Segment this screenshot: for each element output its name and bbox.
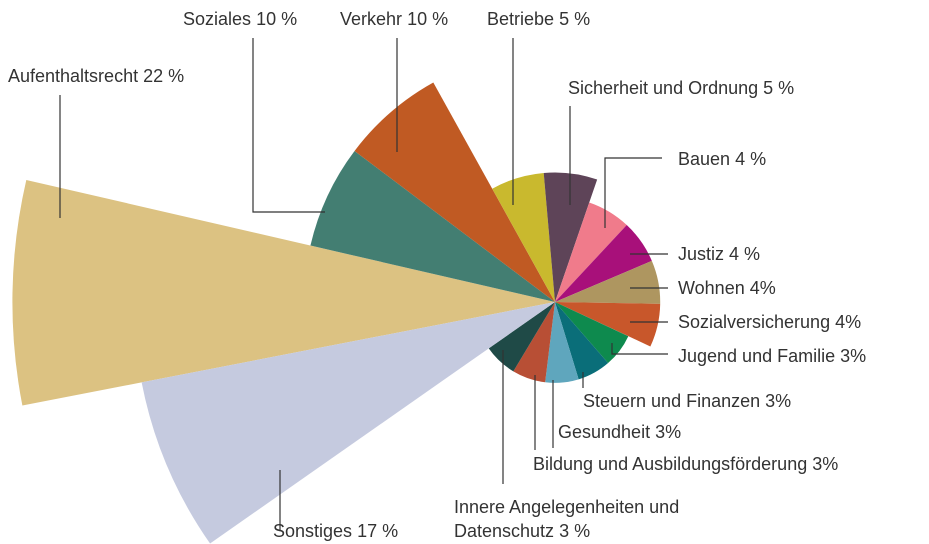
segment-label: Innere Angelegenheiten und Datenschutz 3… [454, 495, 694, 543]
category-label: Sozialversicherung [678, 312, 831, 332]
category-label: Verkehr [340, 9, 403, 29]
value-label: 4 % [735, 149, 767, 169]
rose-segment [555, 302, 661, 347]
leader-line [604, 157, 662, 228]
segment-label: Sozialversicherung 4% [678, 310, 861, 334]
rose-segment [555, 202, 627, 302]
rose-segment [555, 302, 609, 380]
segment-label: Sicherheit und Ordnung 5 % [568, 76, 794, 100]
category-label: Steuern und Finanzen [583, 391, 761, 411]
value-label: 5 % [559, 9, 591, 29]
rose-segment [545, 302, 579, 383]
segment-label: Bauen 4 % [678, 147, 766, 171]
value-label: 4% [835, 312, 862, 332]
segment-label: Wohnen 4% [678, 276, 776, 300]
rose-segment [12, 179, 555, 406]
rose-segment [141, 302, 556, 544]
segment-label: Steuern und Finanzen 3% [583, 389, 791, 413]
value-label: 10 % [256, 9, 298, 29]
segment-label: Verkehr 10 % [340, 7, 448, 31]
category-label: Aufenthaltsrecht [8, 66, 139, 86]
rose-segment [513, 302, 555, 383]
category-label: Gesundheit [558, 422, 651, 442]
rose-segment [354, 82, 555, 302]
leader-line [611, 343, 668, 355]
segment-label: Soziales 10 % [183, 7, 297, 31]
category-label: Sicherheit und Ordnung [568, 78, 759, 98]
rose-segment [310, 150, 555, 302]
value-label: 3 % [559, 521, 591, 541]
value-label: 4 % [729, 244, 761, 264]
segment-label: Betriebe 5 % [487, 7, 590, 31]
category-label: Soziales [183, 9, 252, 29]
value-label: 17 % [357, 521, 399, 541]
segment-label: Justiz 4 % [678, 242, 760, 266]
rose-segment [543, 172, 598, 302]
segment-label: Jugend und Familie 3% [678, 344, 866, 368]
value-label: 3% [765, 391, 792, 411]
segment-label: Aufenthaltsrecht 22 % [8, 64, 184, 88]
category-label: Bauen [678, 149, 731, 169]
rose-segment [555, 260, 661, 304]
segment-label: Gesundheit 3% [558, 420, 681, 444]
value-label: 3% [655, 422, 682, 442]
category-label: Wohnen [678, 278, 745, 298]
value-label: 4% [749, 278, 776, 298]
segment-label: Bildung und Ausbildungsförderung 3% [533, 452, 838, 476]
value-label: 22 % [143, 66, 185, 86]
value-label: 3% [840, 346, 867, 366]
category-label: Betriebe [487, 9, 555, 29]
rose-segment [555, 302, 629, 364]
rose-segment [488, 302, 555, 372]
rose-segment [492, 172, 555, 302]
category-label: Sonstiges [273, 521, 353, 541]
category-label: Bildung und Ausbildungsförderung [533, 454, 808, 474]
value-label: 5 % [763, 78, 795, 98]
leader-line [252, 38, 325, 213]
category-label: Justiz [678, 244, 725, 264]
value-label: 10 % [407, 9, 449, 29]
value-label: 3% [812, 454, 839, 474]
category-label: Innere Angelegenheiten und Datenschutz [454, 497, 680, 541]
category-label: Jugend und Familie [678, 346, 836, 366]
segment-label: Sonstiges 17 % [273, 519, 398, 543]
rose-segment [555, 225, 652, 302]
